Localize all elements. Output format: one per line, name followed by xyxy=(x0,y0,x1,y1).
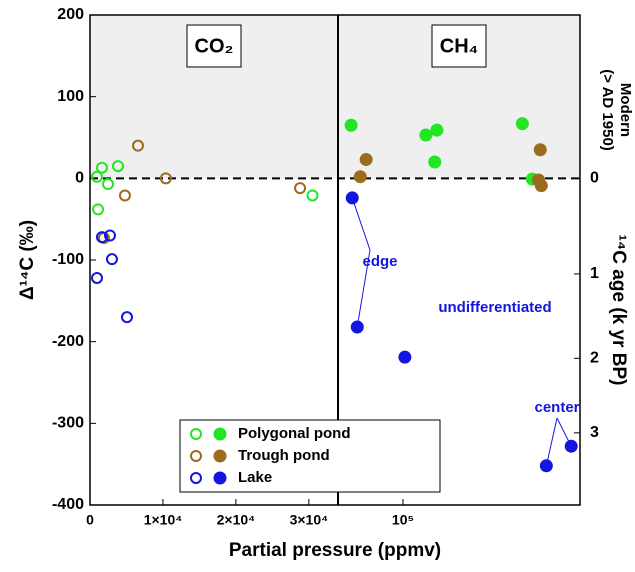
legend-marker-open xyxy=(190,450,202,462)
x-axis-label: Partial pressure (ppmv) xyxy=(229,540,441,561)
x-tick-label: 1×10⁴ xyxy=(144,512,183,528)
legend-marker-filled xyxy=(213,471,227,485)
legend-marker-open xyxy=(190,472,202,484)
y2-tick-label: 2 xyxy=(590,350,599,367)
y-tick-label: -300 xyxy=(52,415,84,432)
legend-label: Trough pond xyxy=(238,447,330,464)
co2-point xyxy=(131,139,144,152)
panel-label-box xyxy=(186,24,242,68)
y-tick-label: -200 xyxy=(52,333,84,350)
ch4-point xyxy=(534,179,548,193)
co2-point xyxy=(102,178,115,191)
co2-point xyxy=(91,271,104,284)
modern-shade xyxy=(90,15,580,179)
ch4-point xyxy=(430,123,444,137)
co2-point xyxy=(118,189,131,202)
co2-point xyxy=(306,189,319,202)
annotation: edge xyxy=(362,253,397,270)
legend-marker-filled xyxy=(213,449,227,463)
y2-tick-label: 3 xyxy=(590,424,599,441)
legend-label: Polygonal pond xyxy=(238,425,351,442)
co2-point xyxy=(95,161,108,174)
legend-label: Lake xyxy=(238,469,272,486)
ch4-point xyxy=(344,118,358,132)
ch4-point xyxy=(359,153,373,167)
x-tick-label: 2×10⁴ xyxy=(217,512,256,528)
modern-label: (> AD 1950) xyxy=(599,69,616,151)
ch4-point xyxy=(428,155,442,169)
y-tick-label: -400 xyxy=(52,496,84,513)
co2-point xyxy=(112,160,125,173)
annotation: undifferentiated xyxy=(438,299,551,316)
annotation-line xyxy=(351,197,371,251)
modern-label: Modern xyxy=(617,83,634,137)
y-tick-label: 200 xyxy=(57,6,84,23)
y2-tick-label: 1 xyxy=(590,265,599,282)
ch4-point xyxy=(533,143,547,157)
co2-point xyxy=(294,182,307,195)
panel-label: CH₄ xyxy=(440,35,478,57)
y-axis-label: Δ¹⁴C (‰) xyxy=(17,220,38,300)
y-tick-label: -100 xyxy=(52,251,84,268)
co2-point xyxy=(91,170,104,183)
x-tick-label: 10⁵ xyxy=(392,512,414,528)
co2-point xyxy=(95,231,108,244)
annotation-line xyxy=(545,417,558,466)
ch4-point xyxy=(515,117,529,131)
co2-point xyxy=(105,253,118,266)
co2-point xyxy=(120,311,133,324)
y-tick-label: 100 xyxy=(57,88,84,105)
panel-label: CO₂ xyxy=(195,35,234,57)
annotation-line xyxy=(356,249,371,328)
ch4-point xyxy=(398,350,412,364)
x-tick-label: 0 xyxy=(86,512,94,528)
co2-point xyxy=(103,229,116,242)
panel-label-box xyxy=(431,24,487,68)
co2-point xyxy=(159,172,172,185)
y-tick-label: 0 xyxy=(75,170,84,187)
ch4-point xyxy=(353,170,367,184)
y2-axis-label: ¹⁴C age (k yr BP) xyxy=(608,235,629,386)
x-tick-label: 3×10⁴ xyxy=(290,512,329,528)
annotation-line xyxy=(556,417,572,447)
co2-point xyxy=(92,203,105,216)
annotation: center xyxy=(534,399,579,416)
ch4-point xyxy=(419,128,433,142)
legend-marker-filled xyxy=(213,427,227,441)
y2-tick-label: 0 xyxy=(590,170,599,187)
legend-marker-open xyxy=(190,428,202,440)
